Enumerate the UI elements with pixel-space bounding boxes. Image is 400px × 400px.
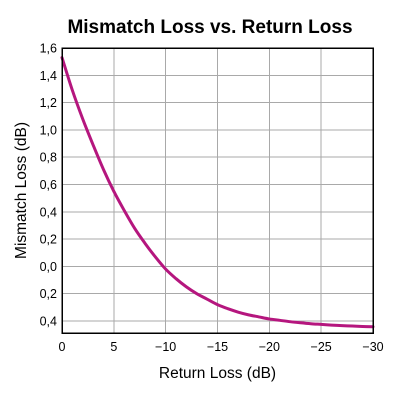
x-tick-label: −10 <box>155 340 176 354</box>
y-tick-label: 0,2 <box>40 233 57 247</box>
y-tick-label: 0,4 <box>40 315 57 329</box>
x-tick-label: −20 <box>259 340 280 354</box>
x-axis-ticks: 0 5 −10 −15 −20 −25 −30 <box>59 340 384 354</box>
y-tick-label: 1,0 <box>40 123 57 137</box>
x-tick-label: −25 <box>311 340 332 354</box>
x-axis-label: Return Loss (dB) <box>159 365 276 382</box>
y-axis-ticks: 1,6 1,4 1,2 1,0 0,8 0,6 0,4 0,2 0,0 0,2 0,4 <box>40 42 57 329</box>
plot-frame <box>61 47 374 334</box>
y-tick-label: 0,6 <box>40 178 57 192</box>
y-axis-label: Mismatch Loss (dB) <box>13 122 30 259</box>
series-layer <box>60 56 375 329</box>
y-tick-label: 1,6 <box>40 42 57 56</box>
x-tick-label: 5 <box>110 340 117 354</box>
x-tick-label: −15 <box>207 340 228 354</box>
series-line-0 <box>60 56 375 329</box>
y-tick-label: 1,2 <box>40 96 57 110</box>
y-tick-label: 0,2 <box>40 287 57 301</box>
y-tick-label: 1,4 <box>40 69 57 83</box>
y-tick-label: 0,0 <box>40 260 57 274</box>
y-tick-label: 0,8 <box>40 151 57 165</box>
grid <box>61 47 374 333</box>
x-tick-label: 0 <box>59 340 66 354</box>
y-tick-label: 0,4 <box>40 205 57 219</box>
chart-title: Mismatch Loss vs. Return Loss <box>67 17 352 38</box>
x-tick-label: −30 <box>362 340 383 354</box>
